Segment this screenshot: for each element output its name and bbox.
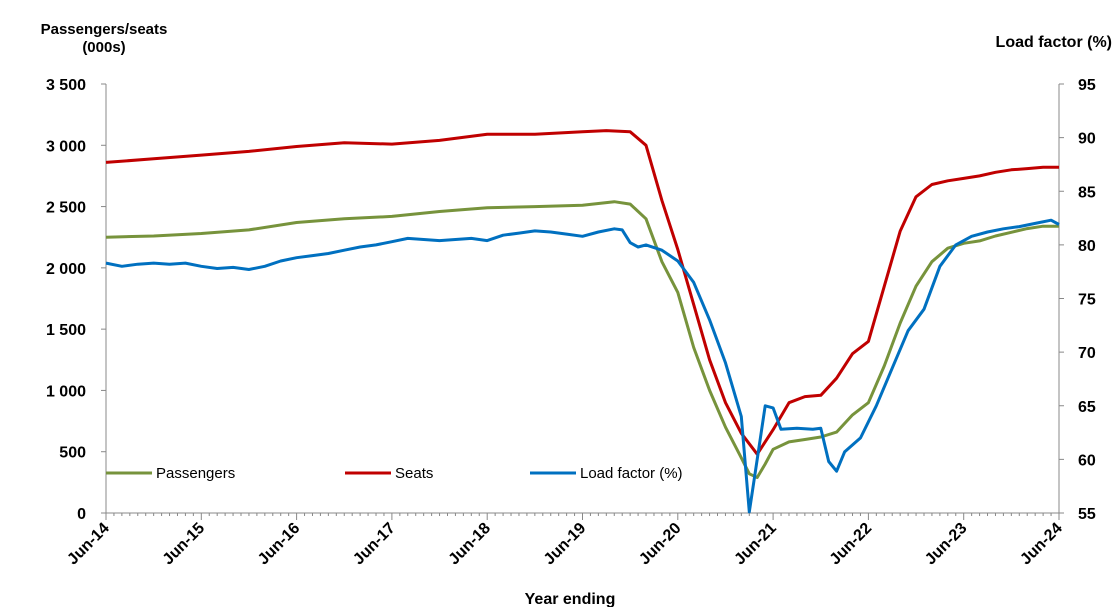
y-right-tick-label: 60 bbox=[1078, 452, 1096, 469]
x-tick-label: Jun-18 bbox=[446, 520, 495, 569]
y-right-label: Load factor (%) bbox=[996, 34, 1112, 51]
series-line-passengers bbox=[105, 200, 1059, 479]
y-left-tick-label: 1 500 bbox=[46, 322, 86, 339]
y-right-tick-label: 75 bbox=[1078, 292, 1096, 309]
legend-label-load-factor: Load factor (%) bbox=[580, 465, 683, 482]
x-tick-label: Jun-14 bbox=[64, 520, 113, 569]
x-tick-label: Jun-20 bbox=[636, 520, 685, 569]
y-right-tick-label: 65 bbox=[1078, 399, 1096, 416]
y-left-label-line-2: (000s) bbox=[82, 39, 125, 56]
y-left-label-line-1: Passengers/seats bbox=[41, 21, 168, 38]
x-tick-label: Jun-16 bbox=[255, 520, 304, 569]
legend-label-passengers: Passengers bbox=[156, 465, 235, 482]
x-tick-label: Jun-15 bbox=[160, 520, 209, 569]
x-tick-label: Jun-21 bbox=[731, 520, 780, 569]
y-right-tick-label: 85 bbox=[1078, 184, 1096, 201]
x-tick-label: Jun-19 bbox=[541, 520, 590, 569]
series-lines bbox=[105, 129, 1060, 514]
x-tick-label: Jun-24 bbox=[1017, 520, 1066, 569]
y-left-tick-label: 2 500 bbox=[46, 200, 86, 217]
axes: 0 500 1 000 1 500 2 000 2 500 3 000 3 500 55 60 65… bbox=[46, 77, 1096, 568]
y-left-tick-label: 2 000 bbox=[46, 261, 86, 278]
series-line-load-factor bbox=[105, 218, 1060, 514]
y-left-tick-label: 1 000 bbox=[46, 383, 86, 400]
y-left-tick-label: 3 500 bbox=[46, 77, 86, 94]
x-tick-label: Jun-23 bbox=[922, 520, 971, 569]
legend-label-seats: Seats bbox=[395, 465, 433, 482]
y-left-tick-label: 3 000 bbox=[46, 138, 86, 155]
y-left-tick-label: 0 bbox=[77, 506, 86, 523]
y-right-tick-label: 90 bbox=[1078, 131, 1096, 148]
y-right-tick-label: 55 bbox=[1078, 506, 1096, 523]
y-right-tick-label: 80 bbox=[1078, 238, 1096, 255]
series-line-seats bbox=[105, 129, 1059, 456]
y-right-tick-label: 95 bbox=[1078, 77, 1096, 94]
y-right-tick-label: 70 bbox=[1078, 345, 1096, 362]
x-tick-label: Jun-22 bbox=[827, 520, 876, 569]
x-tick-label: Jun-17 bbox=[350, 520, 399, 569]
legend: Passengers Seats Load factor (%) bbox=[106, 465, 683, 482]
x-axis-label: Year ending bbox=[525, 591, 616, 607]
y-left-tick-label: 500 bbox=[59, 445, 86, 462]
